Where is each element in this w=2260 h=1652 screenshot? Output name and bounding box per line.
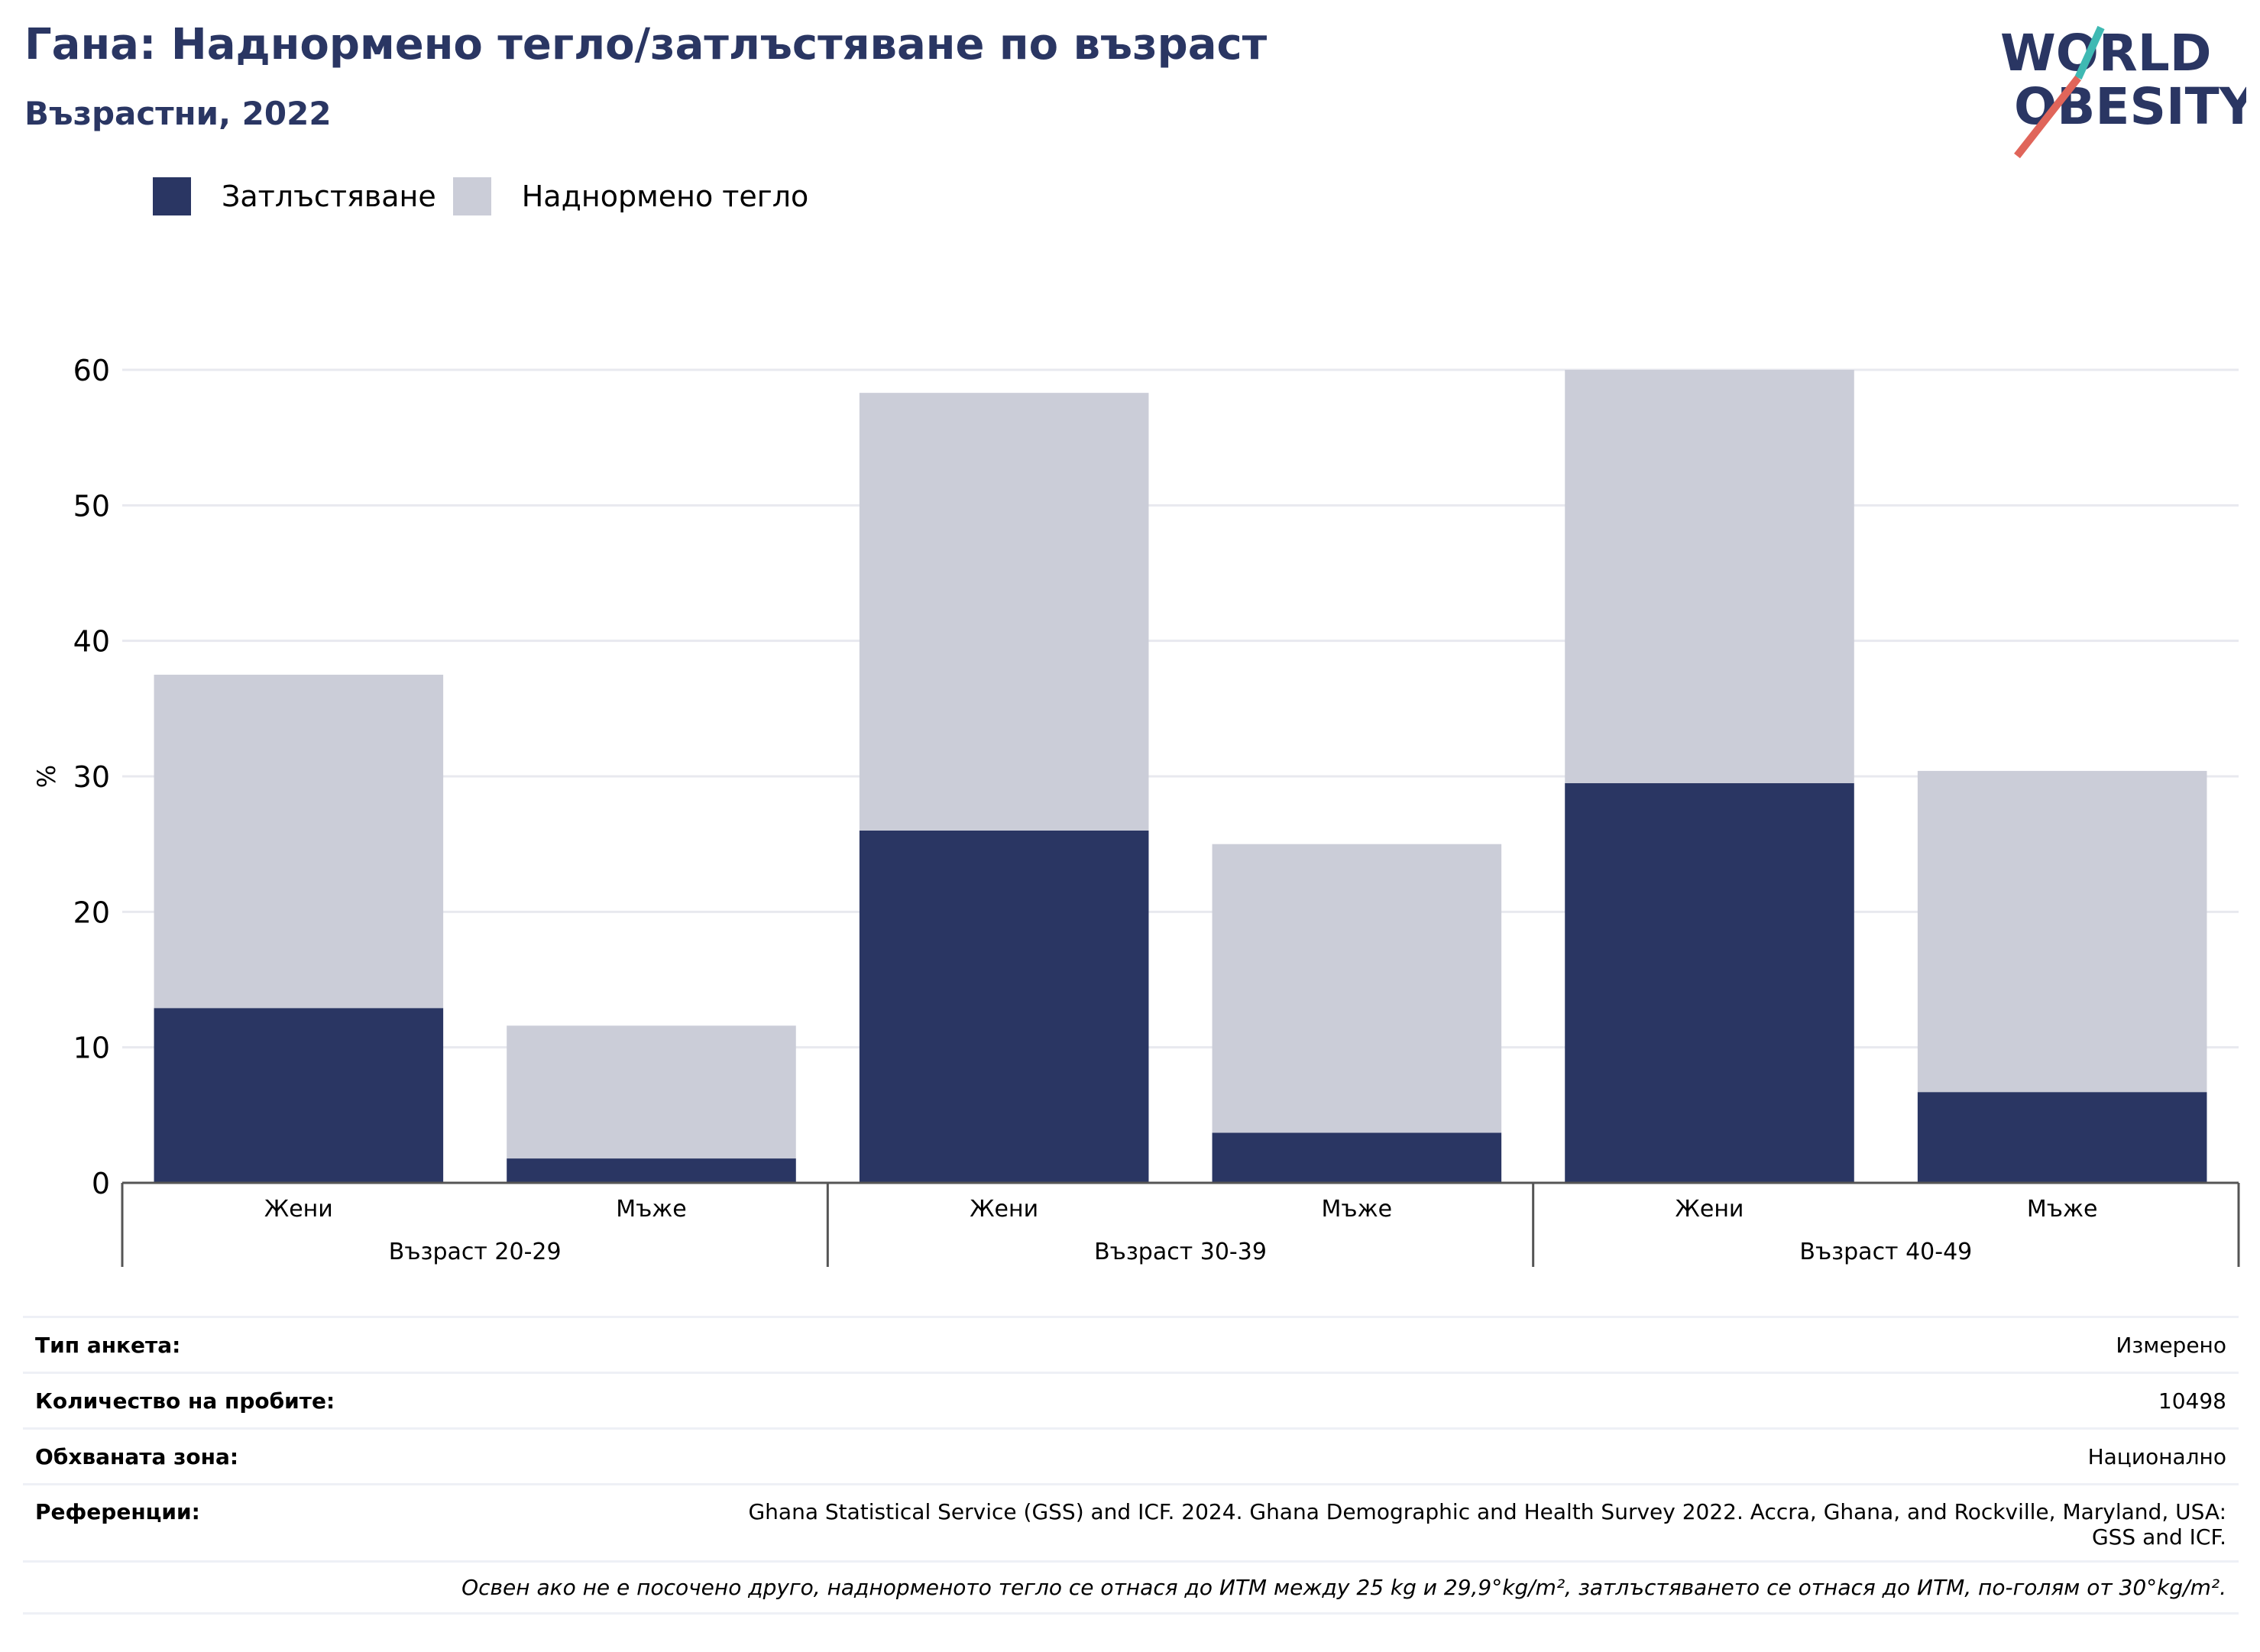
x-tick-label: Жени xyxy=(1676,1196,1744,1223)
legend-swatch-obesity xyxy=(153,177,191,215)
logo-line1: WORLD xyxy=(2000,24,2212,83)
stacked-bar-chart: 0 10 20 30 40 50 60% Жени Мъже Жени Мъже Жени Мъже Въ… xyxy=(32,354,2240,1267)
info-value-area: Национално xyxy=(2087,1443,2226,1469)
bar-obesity xyxy=(1565,782,1854,1183)
legend-item-overweight: Наднормено тегло xyxy=(452,177,809,215)
x-tick-label: Жени xyxy=(970,1196,1038,1223)
y-axis-label: % xyxy=(32,765,61,788)
logo-red-stroke xyxy=(2014,75,2081,159)
page-title: Гана: Наднормено тегло/затлъстяване по в… xyxy=(24,20,1268,70)
x-tick-label: Мъже xyxy=(2027,1196,2098,1223)
y-tick-label: 20 xyxy=(73,896,110,929)
definition-note: Освен ако не е посочено друго, наднормен… xyxy=(23,1560,2239,1615)
world-obesity-logo: WORLD OBESITY xyxy=(2000,24,2246,159)
info-row-sample: Количество на пробите: 10498 xyxy=(23,1372,2239,1427)
logo-teal-stroke xyxy=(2074,25,2105,80)
info-row-survey-type: Тип анкета: Измерено xyxy=(23,1316,2239,1372)
y-tick-label: 60 xyxy=(73,354,110,387)
y-tick-label: 50 xyxy=(73,489,110,523)
logo-line2: OBESITY xyxy=(2014,77,2246,136)
legend-swatch-overweight xyxy=(452,177,491,215)
y-tick-label: 40 xyxy=(73,625,110,659)
info-value-references: Ghana Statistical Service (GSS) and ICF.… xyxy=(748,1499,2226,1550)
x-tick-label: Жени xyxy=(264,1196,333,1223)
bar-obesity xyxy=(1212,1132,1502,1183)
legend-label-obesity: Затлъстяване xyxy=(222,180,436,213)
bar-obesity xyxy=(154,1008,444,1183)
bar-overweight xyxy=(859,393,1149,831)
bar-overweight xyxy=(1212,844,1502,1133)
y-tick-label: 0 xyxy=(92,1167,110,1200)
bar-obesity xyxy=(859,830,1149,1183)
info-label-sample: Количество на пробите: xyxy=(35,1388,335,1414)
info-label-survey-type: Тип анкета: xyxy=(35,1332,181,1358)
x-tick-label: Мъже xyxy=(1322,1196,1393,1223)
info-value-sample: 10498 xyxy=(2158,1388,2226,1414)
bar-overweight xyxy=(507,1025,796,1159)
group-label: Възраст 30-39 xyxy=(1094,1239,1267,1265)
bar-overweight xyxy=(154,675,444,1009)
info-row-references: Референции: Ghana Statistical Service (G… xyxy=(23,1483,2239,1560)
bar-obesity xyxy=(1917,1092,2207,1183)
group-label: Възраст 40-49 xyxy=(1799,1239,1972,1265)
legend-label-overweight: Наднормено тегло xyxy=(521,180,809,213)
info-label-area: Обхваната зона: xyxy=(35,1443,239,1469)
chart-legend: Затлъстяване Наднормено тегло xyxy=(153,177,825,215)
info-label-references: Референции: xyxy=(35,1499,200,1524)
legend-item-obesity: Затлъстяване xyxy=(153,177,436,215)
y-tick-label: 10 xyxy=(73,1032,110,1065)
survey-info-table: Тип анкета: Измерено Количество на проби… xyxy=(23,1316,2239,1615)
bar-overweight xyxy=(1565,370,1854,783)
y-tick-label: 30 xyxy=(73,760,110,794)
bar-overweight xyxy=(1917,770,2207,1093)
bar-obesity xyxy=(507,1158,796,1183)
reference-line-2: GSS and ICF. xyxy=(2091,1524,2226,1550)
info-row-area: Обхваната зона: Национално xyxy=(23,1427,2239,1483)
reference-line-1: Ghana Statistical Service (GSS) and ICF.… xyxy=(748,1499,2226,1524)
page-subtitle: Възрастни, 2022 xyxy=(24,95,332,132)
info-value-survey-type: Измерено xyxy=(2116,1332,2226,1358)
group-label: Възраст 20-29 xyxy=(389,1239,562,1265)
x-tick-label: Мъже xyxy=(616,1196,687,1223)
